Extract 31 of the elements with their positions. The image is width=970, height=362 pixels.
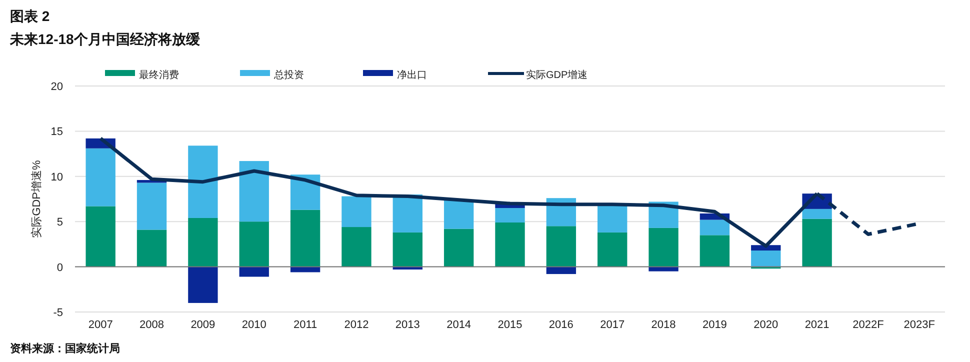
y-tick-label: -5	[53, 307, 63, 319]
legend-label: 净出口	[397, 69, 427, 81]
legend-label: 最终消费	[139, 69, 179, 81]
x-tick-label: 2013	[395, 319, 420, 331]
x-tick-label: 2016	[548, 319, 574, 331]
x-tick-label: 2021	[804, 319, 830, 331]
x-tick-label: 2012	[344, 319, 369, 331]
text: 资料来源：国家统计局	[10, 342, 120, 355]
x-tick-label: 2009	[190, 319, 216, 331]
chart-subtitle: 未来12-18个月中国经济将放缓	[9, 31, 201, 47]
x-tick-label: 2023F	[904, 319, 936, 331]
y-tick-label: 10	[50, 171, 63, 184]
x-tick-label: 2018	[651, 319, 676, 331]
x-tick-label: 2008	[140, 319, 164, 331]
legend-label: 实际GDP增速	[526, 69, 588, 81]
y-tick-label: 0	[56, 262, 63, 274]
x-tick-label: 2022F	[852, 319, 884, 331]
x-tick-label: 2020	[754, 319, 778, 331]
y-tick-label: 15	[50, 126, 63, 138]
x-tick-label: 2019	[702, 319, 727, 331]
x-tick-label: 2010	[242, 319, 266, 331]
x-tick-label: 2007	[88, 319, 113, 331]
y-tick-label: 5	[56, 216, 63, 229]
y-axis-title: 实际GDP增速%	[30, 160, 43, 238]
x-tick-label: 2017	[600, 319, 625, 331]
legend-label: 总投资	[273, 69, 304, 81]
y-tick-label: 20	[50, 81, 63, 93]
x-tick-label: 2015	[498, 319, 522, 331]
chart-title: 图表 2	[10, 8, 50, 24]
x-tick-label: 2014	[446, 319, 472, 331]
x-tick-label: 2011	[293, 319, 318, 331]
